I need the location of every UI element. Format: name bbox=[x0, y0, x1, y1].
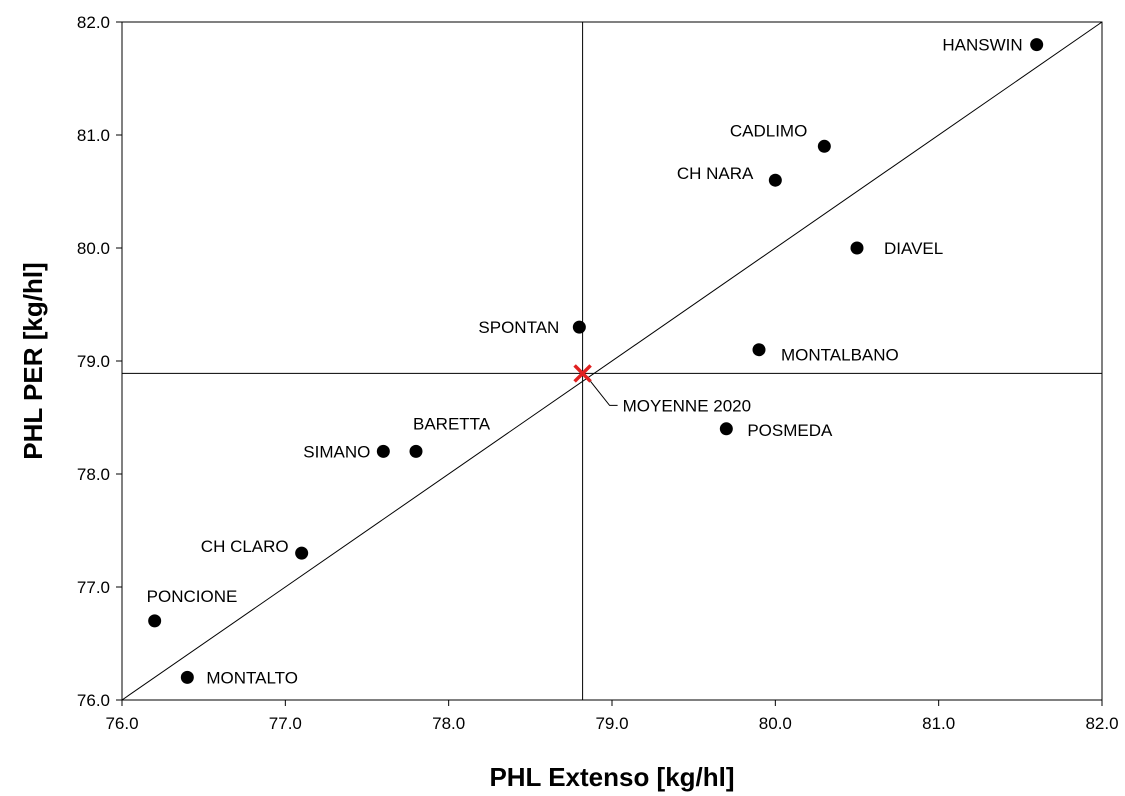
x-axis-title: PHL Extenso [kg/hl] bbox=[489, 762, 734, 792]
y-tick-label: 80.0 bbox=[77, 239, 110, 258]
data-point-label: SIMANO bbox=[303, 442, 370, 461]
data-point-label: DIAVEL bbox=[884, 239, 943, 258]
data-point-label: POSMEDA bbox=[747, 421, 833, 440]
data-point-label: MONTALBANO bbox=[781, 346, 899, 365]
y-tick-label: 76.0 bbox=[77, 691, 110, 710]
x-tick-label: 80.0 bbox=[759, 714, 792, 733]
data-point bbox=[295, 546, 309, 560]
diagonal-line bbox=[121, 21, 1103, 701]
data-point-label: HANSWIN bbox=[942, 36, 1022, 55]
data-point bbox=[180, 670, 194, 684]
y-tick-label: 79.0 bbox=[77, 352, 110, 371]
data-point bbox=[1030, 38, 1044, 52]
data-point-label: PONCIONE bbox=[147, 587, 238, 606]
data-point-label: CH NARA bbox=[677, 164, 754, 183]
diagonal-line-group bbox=[121, 21, 1103, 701]
data-point-label: CADLIMO bbox=[730, 121, 807, 140]
average-marker-stroke-2 bbox=[573, 364, 592, 383]
data-point-label: BARETTA bbox=[413, 414, 491, 433]
x-tick-label: 81.0 bbox=[922, 714, 955, 733]
x-tick-label: 82.0 bbox=[1085, 714, 1118, 733]
data-point bbox=[376, 444, 390, 458]
x-tick-label: 76.0 bbox=[105, 714, 138, 733]
data-point-label: MONTALTO bbox=[206, 668, 298, 687]
data-points: HANSWIN CADLIMO CH NARA DIAVEL SPONTAN MONTAL… bbox=[147, 36, 1044, 687]
x-tick-label: 79.0 bbox=[595, 714, 628, 733]
y-tick-label: 78.0 bbox=[77, 465, 110, 484]
reference-lines bbox=[122, 22, 1102, 700]
y-tick-label: 81.0 bbox=[77, 126, 110, 145]
x-axis-ticks: 76.0 77.0 78.0 79.0 80.0 81.0 82.0 bbox=[105, 700, 1119, 733]
data-point bbox=[752, 343, 766, 357]
average-leader-line bbox=[590, 381, 618, 406]
y-axis-ticks: 76.0 77.0 78.0 79.0 80.0 81.0 82.0 bbox=[77, 13, 122, 710]
y-tick-label: 82.0 bbox=[77, 13, 110, 32]
average-label: MOYENNE 2020 bbox=[623, 396, 752, 415]
data-point bbox=[817, 139, 831, 153]
data-point bbox=[148, 614, 162, 628]
x-tick-label: 78.0 bbox=[432, 714, 465, 733]
data-point-label: CH CLARO bbox=[201, 537, 289, 556]
data-point bbox=[768, 173, 782, 187]
data-point bbox=[572, 320, 586, 334]
data-point bbox=[409, 444, 423, 458]
data-point-label: SPONTAN bbox=[478, 318, 559, 337]
y-axis-title: PHL PER [kg/hl] bbox=[18, 262, 48, 459]
average-marker-group: MOYENNE 2020 bbox=[573, 364, 752, 415]
y-tick-label: 77.0 bbox=[77, 578, 110, 597]
data-point bbox=[719, 422, 733, 436]
x-tick-label: 77.0 bbox=[269, 714, 302, 733]
data-point bbox=[850, 241, 864, 255]
